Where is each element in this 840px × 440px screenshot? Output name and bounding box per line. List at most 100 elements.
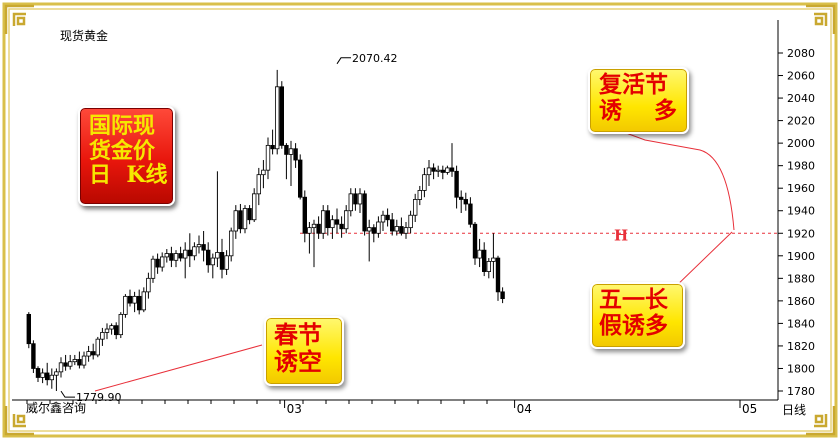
candle [357, 188, 363, 213]
candle-body [72, 359, 77, 363]
candle [412, 193, 418, 222]
candle [270, 129, 275, 155]
candle [187, 233, 192, 268]
candle-body [307, 227, 312, 234]
spring-festival-annotation: 春节 诱空 [264, 316, 344, 386]
candle-body [320, 210, 326, 234]
frame-corner-bottom-right [806, 406, 836, 436]
candle-body [173, 253, 179, 261]
candle [491, 233, 496, 279]
candle [307, 222, 312, 254]
candle [109, 323, 114, 335]
candle [316, 216, 321, 239]
candle [339, 216, 344, 238]
candle [380, 210, 386, 232]
y-tick-label: 1840 [787, 317, 815, 330]
candle [146, 272, 151, 299]
candle-body [178, 253, 183, 259]
y-tick-label: 2080 [787, 47, 815, 60]
candle [81, 351, 87, 369]
candle-body [238, 210, 243, 230]
candle-body [77, 359, 82, 366]
candle-body [343, 210, 349, 230]
candle-body [205, 249, 211, 266]
candle-body [293, 148, 298, 161]
y-tick-label: 2020 [787, 115, 815, 128]
candle-body [136, 295, 142, 311]
candle [385, 208, 390, 227]
candle [265, 137, 271, 180]
candle [495, 255, 501, 301]
candle [164, 249, 169, 263]
candle [477, 238, 482, 268]
candle-body [58, 362, 64, 373]
candle-body [311, 223, 317, 229]
candle-body [491, 257, 496, 262]
candle-body [380, 214, 386, 223]
candle [118, 312, 123, 339]
candle-body [353, 193, 358, 205]
candle-body [141, 291, 146, 311]
candle-body [68, 361, 73, 367]
candle-body [169, 253, 174, 261]
candle-body [279, 86, 284, 146]
candle [247, 205, 252, 225]
candle-body [500, 291, 505, 300]
y-tick-label: 2040 [787, 92, 815, 105]
candle-body [463, 199, 468, 205]
candle-body [366, 227, 372, 232]
candle-body [265, 144, 271, 171]
candle [228, 227, 234, 262]
candle-body [35, 368, 41, 378]
candle [376, 216, 381, 238]
candle [468, 197, 473, 228]
reference-line-label: H [614, 226, 628, 244]
candle [366, 219, 372, 262]
candle-body [132, 295, 137, 304]
candle-body [389, 219, 395, 232]
candle [458, 190, 464, 213]
gold-daily-k-annotation: 国际现 货金价 日 K线 [78, 106, 175, 206]
easter-leader-line [609, 126, 735, 231]
candle-body [458, 196, 464, 200]
candle-body [417, 190, 422, 200]
candle-body [477, 249, 482, 259]
candle-body [403, 227, 409, 234]
frame-corner-top-right [806, 4, 836, 34]
candle [302, 190, 307, 243]
candle-body [26, 313, 31, 345]
candle [362, 190, 367, 236]
y-tick-label: 1900 [787, 250, 815, 263]
candle-body [440, 169, 445, 173]
high-marker-label: 2070.42 [352, 52, 398, 65]
y-tick-label: 1880 [787, 272, 815, 285]
candle [334, 208, 340, 234]
x-axis-ticks: 03 04 05 [26, 400, 757, 416]
candle [261, 160, 266, 189]
candle-body [334, 219, 340, 225]
candle [58, 357, 64, 378]
x-tick-label: 03 [287, 402, 302, 416]
candle-body [86, 351, 91, 357]
candle [100, 327, 105, 346]
candle [371, 224, 376, 243]
candle-body [233, 210, 238, 232]
period-label: 日线 [782, 403, 806, 417]
candle-body [118, 313, 123, 336]
candle [72, 354, 77, 366]
candle [242, 205, 248, 234]
candle [399, 217, 404, 236]
candle [463, 192, 468, 211]
candle-body [228, 230, 234, 257]
candle [192, 242, 197, 261]
candle-body [150, 258, 156, 279]
spring-leader-line [94, 344, 263, 392]
candle [417, 185, 422, 206]
candle-body [210, 257, 215, 266]
candle-body [362, 193, 367, 232]
candle [215, 171, 220, 268]
candle [431, 163, 436, 180]
candle-body [109, 325, 114, 330]
